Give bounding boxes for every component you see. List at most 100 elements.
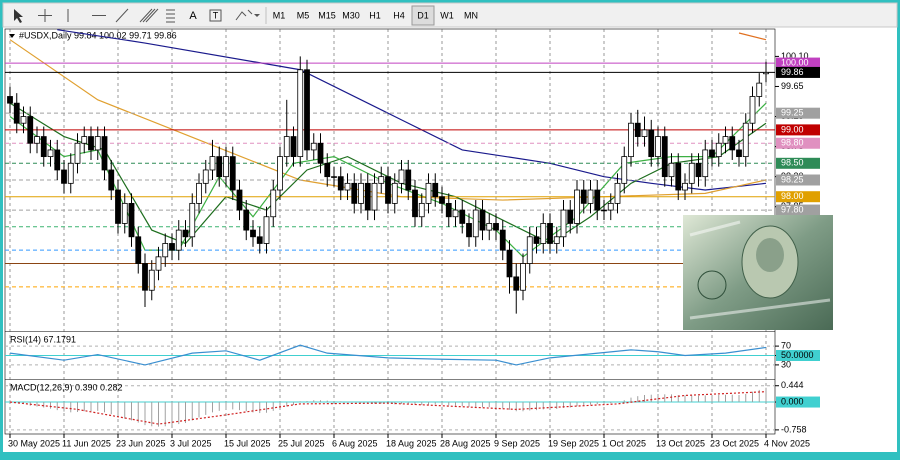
candle-body [61, 169, 67, 184]
candle-body [722, 136, 729, 144]
candle-body [371, 182, 378, 211]
channel-tool[interactable] [139, 8, 159, 23]
y-tick-box [776, 396, 820, 408]
candle-body [729, 136, 736, 151]
x-tick-label: 11 Jun 2025 [62, 438, 111, 448]
label-tool[interactable]: T [213, 10, 219, 20]
price-level-label: 98.00 [781, 191, 804, 201]
x-tick-label: 4 Nov 2025 [764, 438, 810, 448]
candle-body [88, 136, 94, 151]
timeframe-button[interactable]: M15 [318, 10, 336, 20]
candle-body [7, 96, 13, 104]
chart-area: #USDX,Daily 99.84 100.02 99.71 99.86 30 … [4, 28, 820, 448]
photo-highlight [689, 220, 831, 320]
y-tick-box [776, 350, 820, 361]
fibonacci-tool[interactable] [166, 9, 175, 23]
candle-body [40, 136, 47, 158]
indicator-title: MACD(12,26,9) 0.390 0.282 [10, 382, 123, 392]
timeframe-button[interactable]: M1 [273, 10, 286, 20]
candle-body [479, 209, 486, 231]
timeframe-button[interactable]: MN [464, 10, 478, 20]
candle-body [526, 236, 533, 264]
x-tick-label: 23 Oct 2025 [710, 438, 759, 448]
timeframe-button[interactable]: H4 [393, 10, 405, 20]
crosshair-tool[interactable] [38, 9, 52, 22]
arrow-dropdown[interactable] [254, 14, 260, 17]
moving-average [738, 32, 767, 41]
x-tick-label: 13 Oct 2025 [656, 438, 705, 448]
candle-body [520, 263, 526, 291]
x-tick-label: 15 Jul 2025 [224, 438, 271, 448]
candle-body [695, 162, 702, 178]
arrow-tool[interactable] [235, 9, 253, 21]
cursor-tool[interactable] [14, 9, 23, 23]
price-level-label: 98.50 [781, 158, 804, 168]
candle-body [47, 149, 54, 158]
candle-body [229, 156, 236, 191]
timeframe-button[interactable]: M30 [342, 10, 360, 20]
indicator-title: RSI(14) 67.1791 [10, 334, 76, 344]
candle-body [574, 189, 580, 224]
candle-body [675, 162, 682, 191]
x-tick-label: 18 Aug 2025 [386, 438, 437, 448]
candle-body [702, 149, 709, 178]
photo-seal [697, 270, 727, 300]
candle-body [290, 136, 297, 158]
candle-body [310, 142, 317, 151]
candle-body [121, 202, 128, 224]
timeframe-button[interactable]: M5 [297, 10, 310, 20]
trendline-tool[interactable] [115, 8, 129, 23]
candle-body [567, 209, 574, 224]
candle-body [560, 209, 567, 238]
candle-body [472, 209, 479, 238]
timeframe-button[interactable]: D1 [417, 10, 429, 20]
price-level-box [776, 204, 820, 216]
candle-body [466, 223, 472, 238]
candle-body [209, 156, 216, 171]
timeframe-button[interactable]: H1 [369, 10, 381, 20]
candle-body [405, 169, 412, 191]
candle-body [682, 182, 688, 191]
label-tool-frame [209, 9, 222, 22]
y-tick-label: 30 [781, 359, 791, 369]
y-tick-label: 100.10 [781, 51, 809, 61]
y-tick-label: 70 [781, 340, 791, 350]
x-tick-label: 9 Sep 2025 [494, 438, 540, 448]
candle-body [594, 189, 601, 211]
candle-body [128, 202, 135, 238]
candle-body [513, 276, 520, 291]
text-tool[interactable]: A [189, 10, 197, 22]
x-tick-label: 6 Aug 2025 [332, 438, 378, 448]
candle-body [486, 223, 493, 231]
candle-body [277, 156, 283, 191]
candle-body [580, 189, 587, 204]
candle-body [202, 169, 209, 184]
candle-body [243, 209, 250, 231]
candle-body [317, 142, 324, 164]
candle-body [742, 122, 749, 158]
candle-body [763, 72, 769, 75]
candle-body [418, 202, 425, 218]
y-tick-label: 50.0000 [781, 350, 814, 360]
candle-body [297, 69, 304, 158]
candle-body [412, 189, 418, 218]
price-level-label: 99.25 [781, 108, 804, 118]
y-tick-label: 0.444 [781, 380, 804, 390]
collapse-arrow[interactable] [9, 34, 15, 38]
price-level-label: 100.00 [781, 57, 809, 67]
candle-body [398, 169, 405, 184]
candle-body [94, 136, 101, 151]
candle-body [641, 129, 648, 137]
candle-body [668, 162, 675, 178]
macd-signal-line [9, 391, 767, 425]
price-level-label: 98.25 [781, 174, 804, 184]
candle-body [736, 149, 742, 158]
candle-body [216, 156, 223, 178]
candle-body [364, 182, 371, 211]
candle-body [688, 162, 695, 184]
candle-body [337, 176, 344, 191]
candle-body [459, 209, 466, 224]
timeframe-button[interactable]: W1 [440, 10, 454, 20]
candle-body [452, 209, 459, 218]
